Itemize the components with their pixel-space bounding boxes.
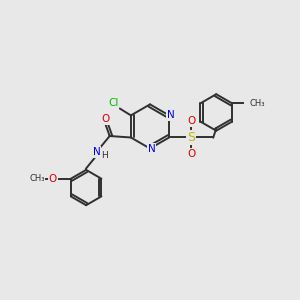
Text: O: O (48, 174, 57, 184)
Text: O: O (188, 149, 196, 159)
Text: CH₃: CH₃ (250, 99, 265, 108)
Text: H: H (101, 151, 108, 160)
Text: S: S (187, 131, 195, 144)
Text: O: O (101, 114, 110, 124)
Text: CH₃: CH₃ (29, 174, 45, 183)
Text: N: N (93, 147, 100, 157)
Text: N: N (167, 110, 175, 120)
Text: Cl: Cl (108, 98, 119, 108)
Text: O: O (188, 116, 196, 126)
Text: N: N (148, 143, 155, 154)
